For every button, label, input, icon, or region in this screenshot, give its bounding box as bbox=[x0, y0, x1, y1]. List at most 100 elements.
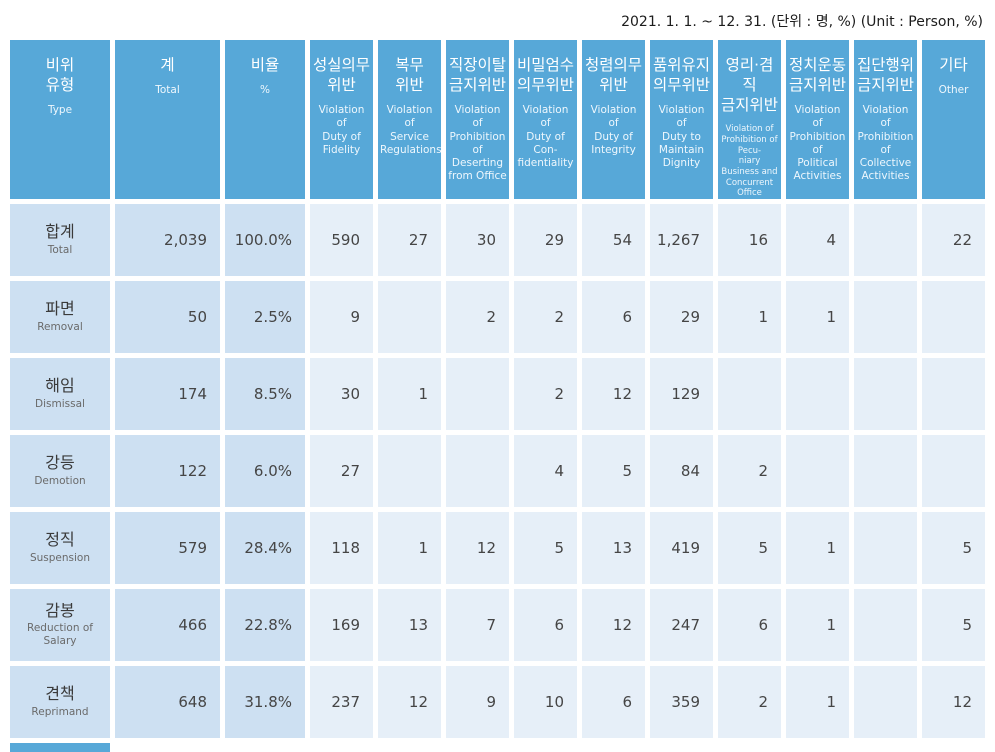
data-cell: 169 bbox=[310, 588, 373, 661]
column-header-english: Type bbox=[47, 104, 73, 117]
column-header-korean: 정치운동 금지위반 bbox=[788, 56, 847, 95]
data-cell: 4 bbox=[514, 434, 577, 507]
data-cell: 1,267 bbox=[650, 203, 713, 276]
table-body: 합계 Total 2,039 100.0% 590 27 30 29 54 1,267 16 4 22 파… bbox=[10, 203, 985, 738]
column-header-english: Violation of Duty of Fidelity bbox=[318, 104, 365, 156]
data-cell bbox=[718, 357, 781, 430]
table-row: 파면 Removal 50 2.5% 9 2 2 6 29 1 1 bbox=[10, 280, 985, 353]
row-label-cell: 강등 Demotion bbox=[10, 434, 110, 507]
column-header-korean: 집단행위 금지위반 bbox=[856, 56, 915, 95]
column-header-english: Violation of Prohibition of Political Ac… bbox=[789, 104, 846, 182]
data-cell: 30 bbox=[446, 203, 509, 276]
data-cell: 1 bbox=[378, 357, 441, 430]
column-header-korean: 성실의무 위반 bbox=[312, 56, 371, 95]
row-label-english: Removal bbox=[37, 320, 83, 333]
data-cell bbox=[854, 280, 917, 353]
column-header: 복무 위반 Violation of Service Regulations bbox=[378, 40, 442, 199]
data-cell: 27 bbox=[310, 434, 373, 507]
column-header-english: Violation of Prohibition of Collective A… bbox=[857, 104, 914, 182]
data-cell: 50 bbox=[115, 280, 220, 353]
data-cell: 30 bbox=[310, 357, 373, 430]
data-cell: 8.5% bbox=[225, 357, 305, 430]
data-cell: 2 bbox=[514, 280, 577, 353]
data-cell: 2 bbox=[718, 665, 781, 738]
data-cell: 6 bbox=[582, 280, 645, 353]
data-cell: 237 bbox=[310, 665, 373, 738]
data-cell: 16 bbox=[718, 203, 781, 276]
column-header-korean: 품위유지 의무위반 bbox=[652, 56, 711, 95]
data-cell: 12 bbox=[446, 511, 509, 584]
data-cell: 28.4% bbox=[225, 511, 305, 584]
column-header-english: Violation of Duty of Integrity bbox=[590, 104, 637, 156]
data-cell bbox=[854, 203, 917, 276]
data-cell bbox=[922, 434, 985, 507]
data-cell bbox=[854, 665, 917, 738]
data-cell: 2.5% bbox=[225, 280, 305, 353]
data-cell bbox=[446, 357, 509, 430]
column-header-korean: 청렴의무 위반 bbox=[584, 56, 643, 95]
column-header: 기타 Other bbox=[922, 40, 985, 199]
data-cell: 84 bbox=[650, 434, 713, 507]
data-cell: 2 bbox=[514, 357, 577, 430]
row-label-cell: 견책 Reprimand bbox=[10, 665, 110, 738]
data-cell bbox=[446, 434, 509, 507]
data-cell: 22.8% bbox=[225, 588, 305, 661]
data-cell: 6 bbox=[582, 665, 645, 738]
table-row: 견책 Reprimand 648 31.8% 237 12 9 10 6 359 2 1 12 bbox=[10, 665, 985, 738]
data-cell: 579 bbox=[115, 511, 220, 584]
column-header-korean: 영리·겸직 금지위반 bbox=[720, 56, 779, 115]
data-cell: 590 bbox=[310, 203, 373, 276]
column-header: 품위유지 의무위반 Violation of Duty to Maintain D… bbox=[650, 40, 713, 199]
data-cell: 6 bbox=[718, 588, 781, 661]
next-page-header-stub bbox=[10, 743, 110, 752]
data-cell bbox=[854, 357, 917, 430]
column-header-korean: 기타 bbox=[939, 56, 968, 74]
column-header: 정치운동 금지위반 Violation of Prohibition of Pol… bbox=[786, 40, 849, 199]
row-label-english: Reprimand bbox=[31, 705, 89, 718]
column-header: 계 Total bbox=[115, 40, 220, 199]
row-label-korean: 합계 bbox=[45, 222, 75, 242]
column-header-english: Violation of Duty of Con- fidentiality bbox=[517, 104, 574, 169]
column-header: 비위 유형 Type bbox=[10, 40, 110, 199]
row-label-cell: 정직 Suspension bbox=[10, 511, 110, 584]
data-cell: 2 bbox=[446, 280, 509, 353]
data-cell: 5 bbox=[514, 511, 577, 584]
data-cell: 1 bbox=[718, 280, 781, 353]
data-cell: 22 bbox=[922, 203, 985, 276]
period-unit-note: 2021. 1. 1. ~ 12. 31. (단위 : 명, %) (Unit … bbox=[621, 14, 983, 30]
data-cell bbox=[378, 434, 441, 507]
data-cell bbox=[922, 357, 985, 430]
data-cell: 6.0% bbox=[225, 434, 305, 507]
column-header: 비율% bbox=[225, 40, 305, 199]
data-cell bbox=[378, 280, 441, 353]
column-header-english: Violation of Prohibition of Deserting fr… bbox=[448, 104, 507, 182]
row-label-cell: 파면 Removal bbox=[10, 280, 110, 353]
data-cell: 247 bbox=[650, 588, 713, 661]
data-cell: 1 bbox=[786, 511, 849, 584]
data-cell: 13 bbox=[378, 588, 441, 661]
column-header: 직장이탈 금지위반 Violation of Prohibition of Des… bbox=[446, 40, 509, 199]
column-header-korean: 비위 유형 bbox=[45, 56, 75, 95]
data-cell: 12 bbox=[378, 665, 441, 738]
data-cell: 648 bbox=[115, 665, 220, 738]
table-row: 강등 Demotion 122 6.0% 27 4 5 84 2 bbox=[10, 434, 985, 507]
column-header: 비밀엄수 의무위반 Violation of Duty of Con- fiden… bbox=[514, 40, 577, 199]
column-header-korean: 비밀엄수 의무위반 bbox=[516, 56, 575, 95]
data-cell: 466 bbox=[115, 588, 220, 661]
data-cell: 31.8% bbox=[225, 665, 305, 738]
column-header-korean: 직장이탈 금지위반 bbox=[448, 56, 507, 95]
table-row: 합계 Total 2,039 100.0% 590 27 30 29 54 1,267 16 4 22 bbox=[10, 203, 985, 276]
data-cell: 1 bbox=[786, 665, 849, 738]
row-label-cell: 합계 Total bbox=[10, 203, 110, 276]
column-header-english: % bbox=[260, 84, 270, 97]
row-label-korean: 견책 bbox=[45, 684, 75, 704]
data-cell: 29 bbox=[650, 280, 713, 353]
header-row: 비위 유형 Type 계 Total 비율% 성실의무 위반 Violation of Du… bbox=[10, 40, 985, 199]
column-header-english: Violation of Prohibition of Pecu- niary … bbox=[721, 124, 778, 199]
data-cell: 100.0% bbox=[225, 203, 305, 276]
data-cell: 2,039 bbox=[115, 203, 220, 276]
column-header-english: Violation of Service Regulations bbox=[380, 104, 442, 156]
data-cell: 29 bbox=[514, 203, 577, 276]
data-cell: 129 bbox=[650, 357, 713, 430]
